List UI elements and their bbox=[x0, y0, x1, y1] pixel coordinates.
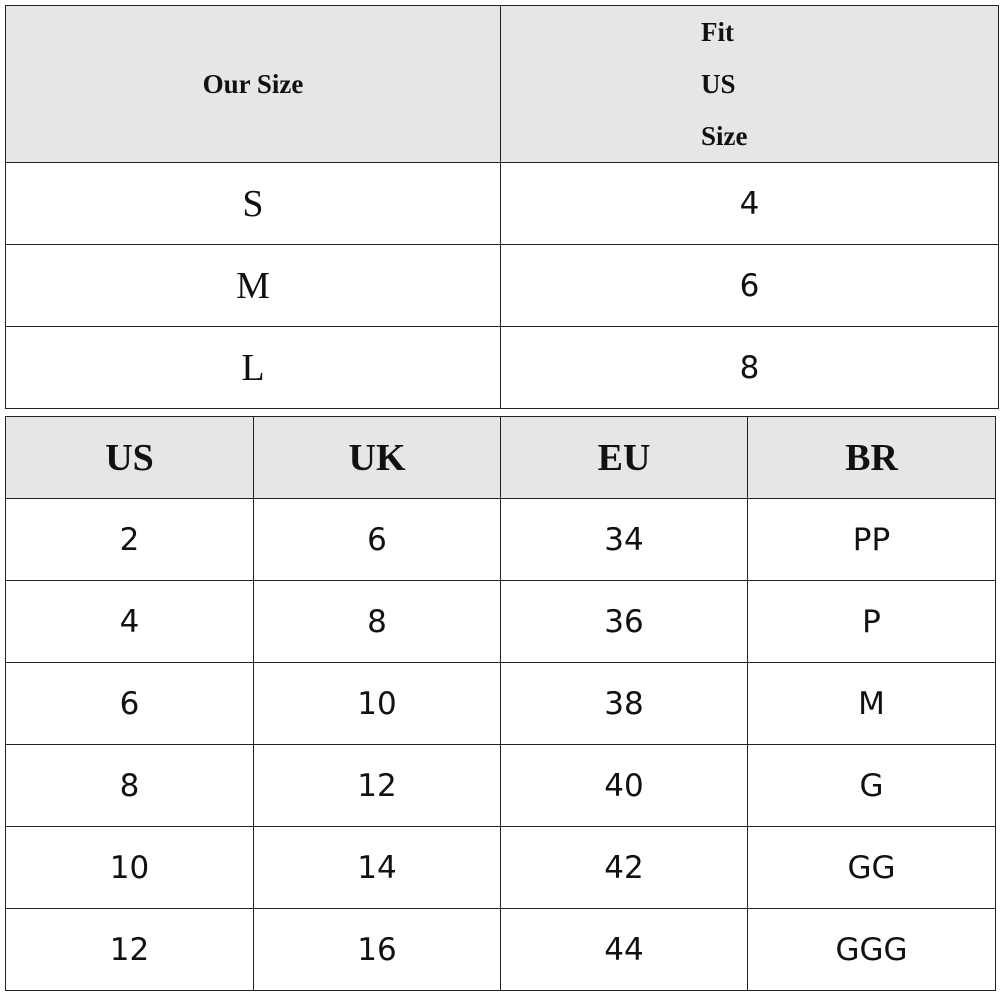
eu-size-cell: 38 bbox=[500, 662, 748, 745]
table-header-row: US UK EU BR bbox=[5, 416, 996, 499]
our-size-cell: M bbox=[5, 244, 501, 327]
header-fit-us-size: Fit US Size bbox=[500, 5, 999, 163]
table-row: 2 6 34 PP bbox=[5, 498, 996, 581]
fit-us-size-cell: 4 bbox=[500, 162, 999, 245]
header-our-size: Our Size bbox=[5, 5, 501, 163]
us-size-cell: 6 bbox=[5, 662, 254, 745]
br-size-cell: PP bbox=[747, 498, 996, 581]
size-conversion-table: US UK EU BR 2 6 34 PP 4 8 36 P 6 10 38 M 8 12 40 G 10 14 4… bbox=[5, 416, 996, 991]
uk-size-cell: 10 bbox=[253, 662, 501, 745]
uk-size-cell: 12 bbox=[253, 744, 501, 827]
table-row: 6 10 38 M bbox=[5, 662, 996, 745]
table-row: 10 14 42 GG bbox=[5, 826, 996, 909]
fit-us-size-cell: 6 bbox=[500, 244, 999, 327]
us-size-cell: 8 bbox=[5, 744, 254, 827]
br-size-cell: GG bbox=[747, 826, 996, 909]
uk-size-cell: 14 bbox=[253, 826, 501, 909]
uk-size-cell: 8 bbox=[253, 580, 501, 663]
header-br: BR bbox=[747, 416, 996, 499]
uk-size-cell: 16 bbox=[253, 908, 501, 991]
header-eu: EU bbox=[500, 416, 748, 499]
br-size-cell: G bbox=[747, 744, 996, 827]
us-size-cell: 2 bbox=[5, 498, 254, 581]
br-size-cell: M bbox=[747, 662, 996, 745]
uk-size-cell: 6 bbox=[253, 498, 501, 581]
table-header-row: Our Size Fit US Size bbox=[5, 5, 999, 163]
eu-size-cell: 36 bbox=[500, 580, 748, 663]
eu-size-cell: 44 bbox=[500, 908, 748, 991]
header-us: US bbox=[5, 416, 254, 499]
table-row: 4 8 36 P bbox=[5, 580, 996, 663]
us-size-cell: 10 bbox=[5, 826, 254, 909]
eu-size-cell: 42 bbox=[500, 826, 748, 909]
eu-size-cell: 40 bbox=[500, 744, 748, 827]
us-size-cell: 12 bbox=[5, 908, 254, 991]
our-size-cell: L bbox=[5, 326, 501, 409]
header-uk: UK bbox=[253, 416, 501, 499]
br-size-cell: P bbox=[747, 580, 996, 663]
eu-size-cell: 34 bbox=[500, 498, 748, 581]
table-row: 12 16 44 GGG bbox=[5, 908, 996, 991]
fit-us-size-cell: 8 bbox=[500, 326, 999, 409]
br-size-cell: GGG bbox=[747, 908, 996, 991]
our-size-cell: S bbox=[5, 162, 501, 245]
us-size-cell: 4 bbox=[5, 580, 254, 663]
table-row: 8 12 40 G bbox=[5, 744, 996, 827]
